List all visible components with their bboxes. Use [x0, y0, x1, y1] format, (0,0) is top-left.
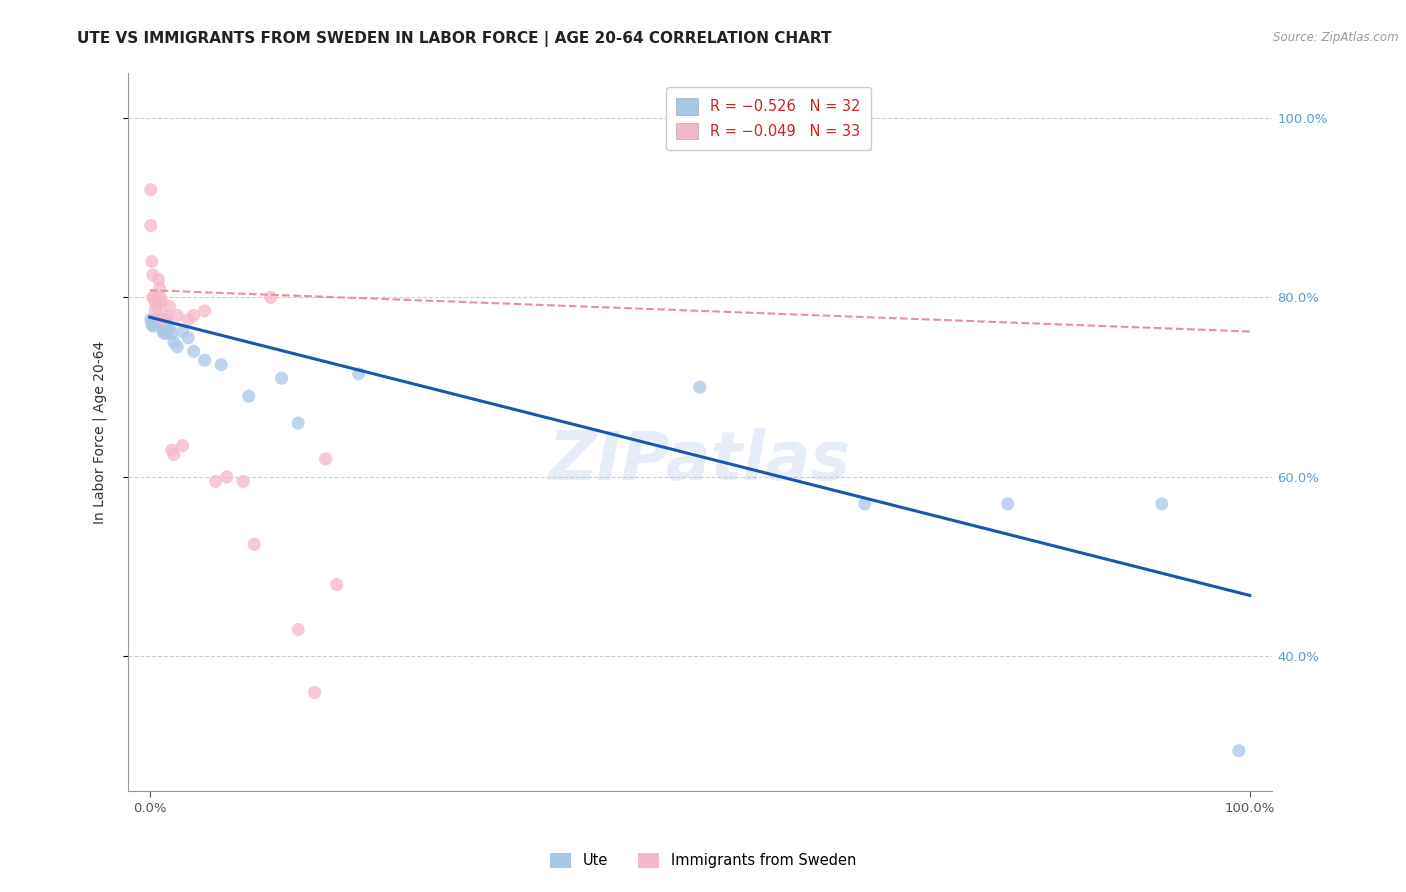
Point: [183, 309, 205, 323]
Point: [183, 344, 205, 359]
Point: [194, 353, 217, 368]
Text: Source: ZipAtlas.com: Source: ZipAtlas.com: [1274, 31, 1399, 45]
Point: [150, 313, 173, 327]
Point: [142, 268, 165, 282]
Point: [142, 319, 165, 334]
Point: [243, 537, 266, 551]
Point: [145, 294, 167, 309]
Point: [143, 290, 166, 304]
Legend: Ute, Immigrants from Sweden: Ute, Immigrants from Sweden: [543, 846, 863, 876]
Point: [146, 299, 169, 313]
Point: [1227, 744, 1250, 758]
Point: [139, 183, 162, 197]
Text: ZIPatlas: ZIPatlas: [548, 428, 851, 494]
Point: [325, 577, 347, 591]
Point: [143, 294, 166, 309]
Point: [204, 475, 226, 489]
Point: [149, 319, 172, 334]
Point: [270, 371, 292, 385]
Point: [148, 313, 170, 327]
Point: [155, 309, 177, 323]
Point: [143, 313, 166, 327]
Point: [287, 416, 309, 430]
Text: UTE VS IMMIGRANTS FROM SWEDEN IN LABOR FORCE | AGE 20-64 CORRELATION CHART: UTE VS IMMIGRANTS FROM SWEDEN IN LABOR F…: [77, 31, 832, 47]
Point: [163, 448, 186, 462]
Point: [139, 313, 162, 327]
Point: [853, 497, 876, 511]
Point: [143, 304, 166, 318]
Point: [194, 304, 217, 318]
Point: [159, 322, 181, 336]
Point: [304, 685, 326, 699]
Point: [172, 438, 194, 452]
Point: [172, 325, 194, 339]
Legend: R = −0.526   N = 32, R = −0.049   N = 33: R = −0.526 N = 32, R = −0.049 N = 33: [666, 87, 870, 150]
Point: [315, 452, 337, 467]
Point: [160, 443, 183, 458]
Point: [156, 326, 179, 341]
Point: [166, 309, 188, 323]
Point: [142, 290, 165, 304]
Point: [155, 313, 177, 327]
Point: [139, 219, 162, 233]
Point: [166, 340, 188, 354]
Point: [153, 318, 176, 332]
Point: [152, 313, 174, 327]
Point: [163, 335, 186, 350]
Point: [141, 254, 163, 268]
Point: [689, 380, 711, 394]
Point: [209, 358, 232, 372]
Point: [141, 318, 163, 332]
Point: [160, 326, 183, 341]
Point: [260, 290, 283, 304]
Point: [146, 318, 169, 332]
Point: [153, 326, 176, 341]
Point: [1150, 497, 1173, 511]
Point: [150, 294, 173, 309]
Point: [347, 367, 370, 381]
Point: [238, 389, 260, 403]
Point: [152, 324, 174, 338]
Point: [215, 470, 238, 484]
Y-axis label: In Labor Force | Age 20-64: In Labor Force | Age 20-64: [93, 341, 107, 524]
Point: [149, 290, 172, 304]
Point: [997, 497, 1019, 511]
Point: [177, 331, 200, 345]
Point: [232, 475, 254, 489]
Point: [159, 299, 181, 313]
Point: [148, 281, 170, 295]
Point: [287, 623, 309, 637]
Point: [177, 313, 200, 327]
Point: [148, 318, 170, 332]
Point: [148, 272, 170, 286]
